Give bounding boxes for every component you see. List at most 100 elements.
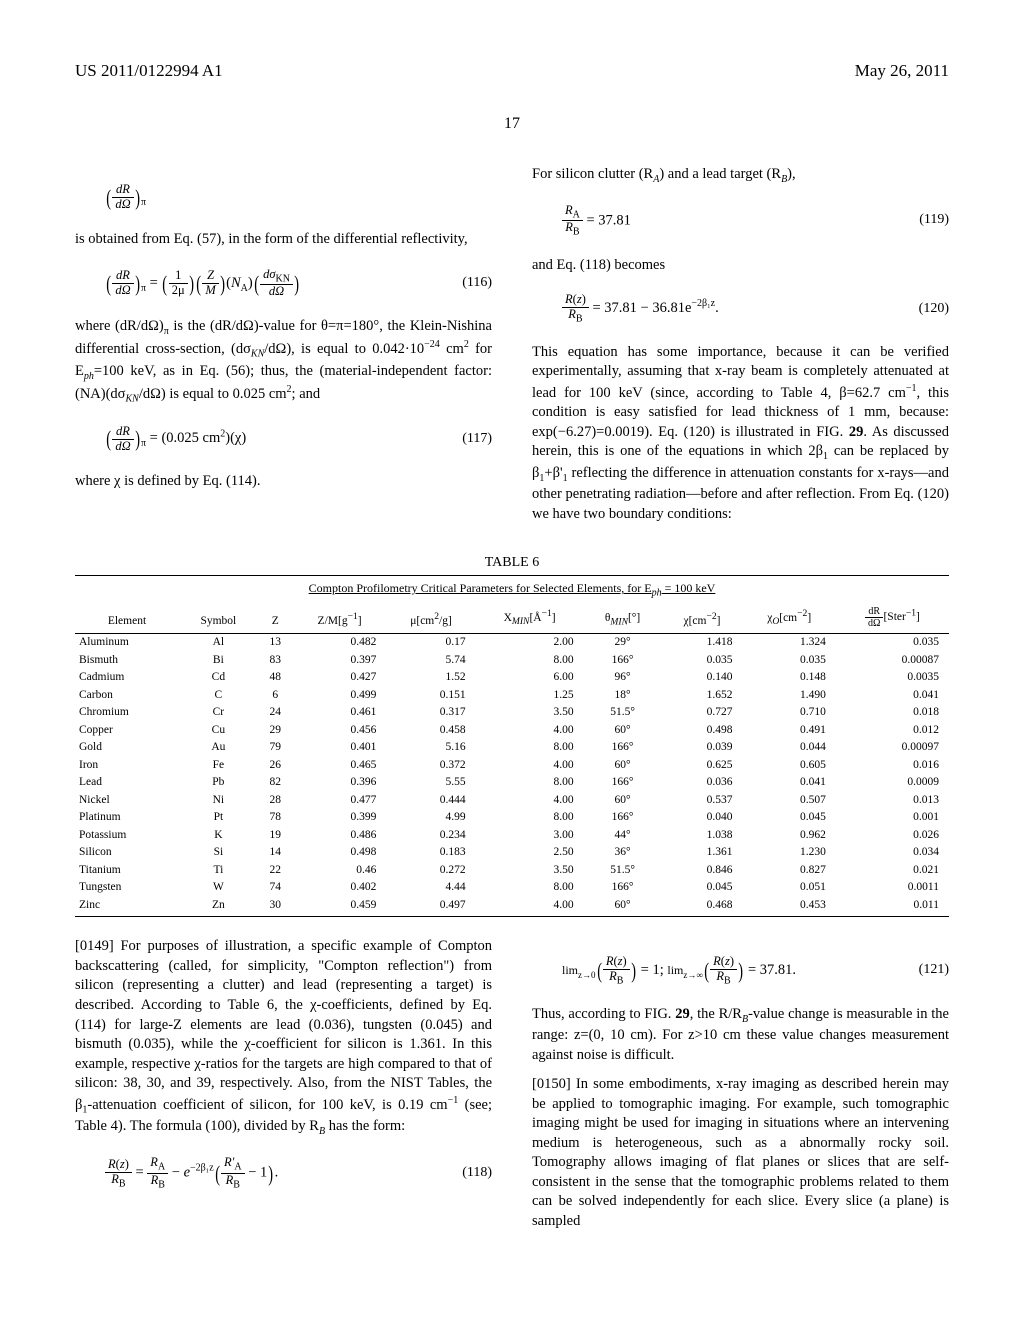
table-cell: 3.50 xyxy=(476,704,584,722)
table-cell: 0.035 xyxy=(662,652,743,670)
left-col-bottom: [0149] For purposes of illustration, a s… xyxy=(75,937,492,1241)
table-cell: 8.00 xyxy=(476,739,584,757)
table-cell: 0.465 xyxy=(293,757,387,775)
col-thetamin: θMIN[°] xyxy=(584,603,662,634)
table-cell: Gold xyxy=(75,739,179,757)
table-cell: 79 xyxy=(258,739,293,757)
eq-116: (dRdΩ)π = (12μ)(ZM)(NA)(dσKNdΩ) (116) xyxy=(105,268,492,299)
table-cell: 0.372 xyxy=(386,757,475,775)
table-cell: 29° xyxy=(584,634,662,652)
eq-118: R(z)RB = RARB − e−2β₁z(R'ARB − 1). (118) xyxy=(105,1156,492,1190)
table-cell: K xyxy=(179,827,258,845)
para-silicon-clutter: For silicon clutter (RA) and a lead targ… xyxy=(532,165,949,186)
table-cell: 0.272 xyxy=(386,862,475,880)
table-cell: 1.490 xyxy=(742,687,835,705)
para-149-label: [0149] xyxy=(75,938,114,954)
table-row: LeadPb820.3965.558.00166°0.0360.0410.000… xyxy=(75,774,949,792)
table-cell: 0.458 xyxy=(386,722,475,740)
table-cell: 0.507 xyxy=(742,792,835,810)
table-cell: 8.00 xyxy=(476,652,584,670)
table-cell: 0.444 xyxy=(386,792,475,810)
table-cell: 0.456 xyxy=(293,722,387,740)
table-cell: 60° xyxy=(584,897,662,917)
table-cell: 0.498 xyxy=(662,722,743,740)
table-cell: 4.44 xyxy=(386,879,475,897)
table-cell: 0.46 xyxy=(293,862,387,880)
table-cell: 4.99 xyxy=(386,809,475,827)
table-cell: 0.234 xyxy=(386,827,475,845)
table-cell: 78 xyxy=(258,809,293,827)
table-cell: 0.041 xyxy=(742,774,835,792)
col-element: Element xyxy=(75,603,179,634)
table-cell: W xyxy=(179,879,258,897)
table-cell: Carbon xyxy=(75,687,179,705)
table-cell: 30 xyxy=(258,897,293,917)
table-cell: 83 xyxy=(258,652,293,670)
table-cell: 0.011 xyxy=(836,897,949,917)
table-cell: 0.401 xyxy=(293,739,387,757)
eq-119-num: (119) xyxy=(919,211,949,230)
table-cell: 0.468 xyxy=(662,897,743,917)
table-cell: 0.00097 xyxy=(836,739,949,757)
table-cell: Fe xyxy=(179,757,258,775)
table-cell: 29 xyxy=(258,722,293,740)
table-cell: 4.00 xyxy=(476,722,584,740)
table-cell: 5.74 xyxy=(386,652,475,670)
table-cell: 0.402 xyxy=(293,879,387,897)
table-cell: 0.0035 xyxy=(836,669,949,687)
col-zm: Z/M[g−1] xyxy=(293,603,387,634)
eq-117: (dRdΩ)π = (0.025 cm2)(χ) (117) xyxy=(105,424,492,454)
table-cell: 0.846 xyxy=(662,862,743,880)
table-cell: 3.50 xyxy=(476,862,584,880)
table-title: TABLE 6 xyxy=(75,554,949,573)
table-cell: 0.459 xyxy=(293,897,387,917)
table-cell: 13 xyxy=(258,634,293,652)
table-cell: 5.55 xyxy=(386,774,475,792)
table-cell: 8.00 xyxy=(476,879,584,897)
table-row: BismuthBi830.3975.748.00166°0.0350.0350.… xyxy=(75,652,949,670)
table-cell: 3.00 xyxy=(476,827,584,845)
publication-date: May 26, 2011 xyxy=(855,60,949,83)
table-cell: 22 xyxy=(258,862,293,880)
patent-number: US 2011/0122994 A1 xyxy=(75,60,223,83)
para-118-becomes: and Eq. (118) becomes xyxy=(532,256,949,276)
eq-dR-dOmega: (dRdΩ)π xyxy=(105,183,492,213)
table-cell: 14 xyxy=(258,844,293,862)
table-cell: 0.482 xyxy=(293,634,387,652)
table-cell: Silicon xyxy=(75,844,179,862)
table-cell: C xyxy=(179,687,258,705)
table-row: ChromiumCr240.4610.3173.5051.5°0.7270.71… xyxy=(75,704,949,722)
table-cell: 0.0011 xyxy=(836,879,949,897)
table-cell: Bi xyxy=(179,652,258,670)
col-xmin: XMIN[Å−1] xyxy=(476,603,584,634)
table-cell: Ni xyxy=(179,792,258,810)
table-cell: Ti xyxy=(179,862,258,880)
col-chi: χ[cm−2] xyxy=(662,603,743,634)
eq-118-num: (118) xyxy=(462,1164,492,1183)
table-cell: 0.151 xyxy=(386,687,475,705)
table-cell: Pt xyxy=(179,809,258,827)
table-cell: 36° xyxy=(584,844,662,862)
table-cell: Iron xyxy=(75,757,179,775)
table-cell: 1.230 xyxy=(742,844,835,862)
table-cell: 0.040 xyxy=(662,809,743,827)
para-where-chi: where χ is defined by Eq. (114). xyxy=(75,472,492,492)
table-caption: Compton Profilometry Critical Parameters… xyxy=(309,581,716,595)
table-cell: 60° xyxy=(584,757,662,775)
table-cell: 0.537 xyxy=(662,792,743,810)
para-diff-refl: is obtained from Eq. (57), in the form o… xyxy=(75,230,492,250)
page-number: 17 xyxy=(75,113,949,135)
table-cell: 0.396 xyxy=(293,774,387,792)
table-cell: 1.52 xyxy=(386,669,475,687)
table-row: SiliconSi140.4980.1832.5036°1.3611.2300.… xyxy=(75,844,949,862)
table-6-table: Compton Profilometry Critical Parameters… xyxy=(75,575,949,917)
eq-121: limz→0(R(z)RB) = 1; limz→∞(R(z)RB) = 37.… xyxy=(562,955,949,986)
table-cell: 0.0009 xyxy=(836,774,949,792)
bottom-columns: [0149] For purposes of illustration, a s… xyxy=(75,937,949,1241)
eq-120-num: (120) xyxy=(919,300,949,319)
table-cell: 0.17 xyxy=(386,634,475,652)
table-cell: 0.497 xyxy=(386,897,475,917)
table-cell: 28 xyxy=(258,792,293,810)
table-row: GoldAu790.4015.168.00166°0.0390.0440.000… xyxy=(75,739,949,757)
table-cell: 0.035 xyxy=(742,652,835,670)
